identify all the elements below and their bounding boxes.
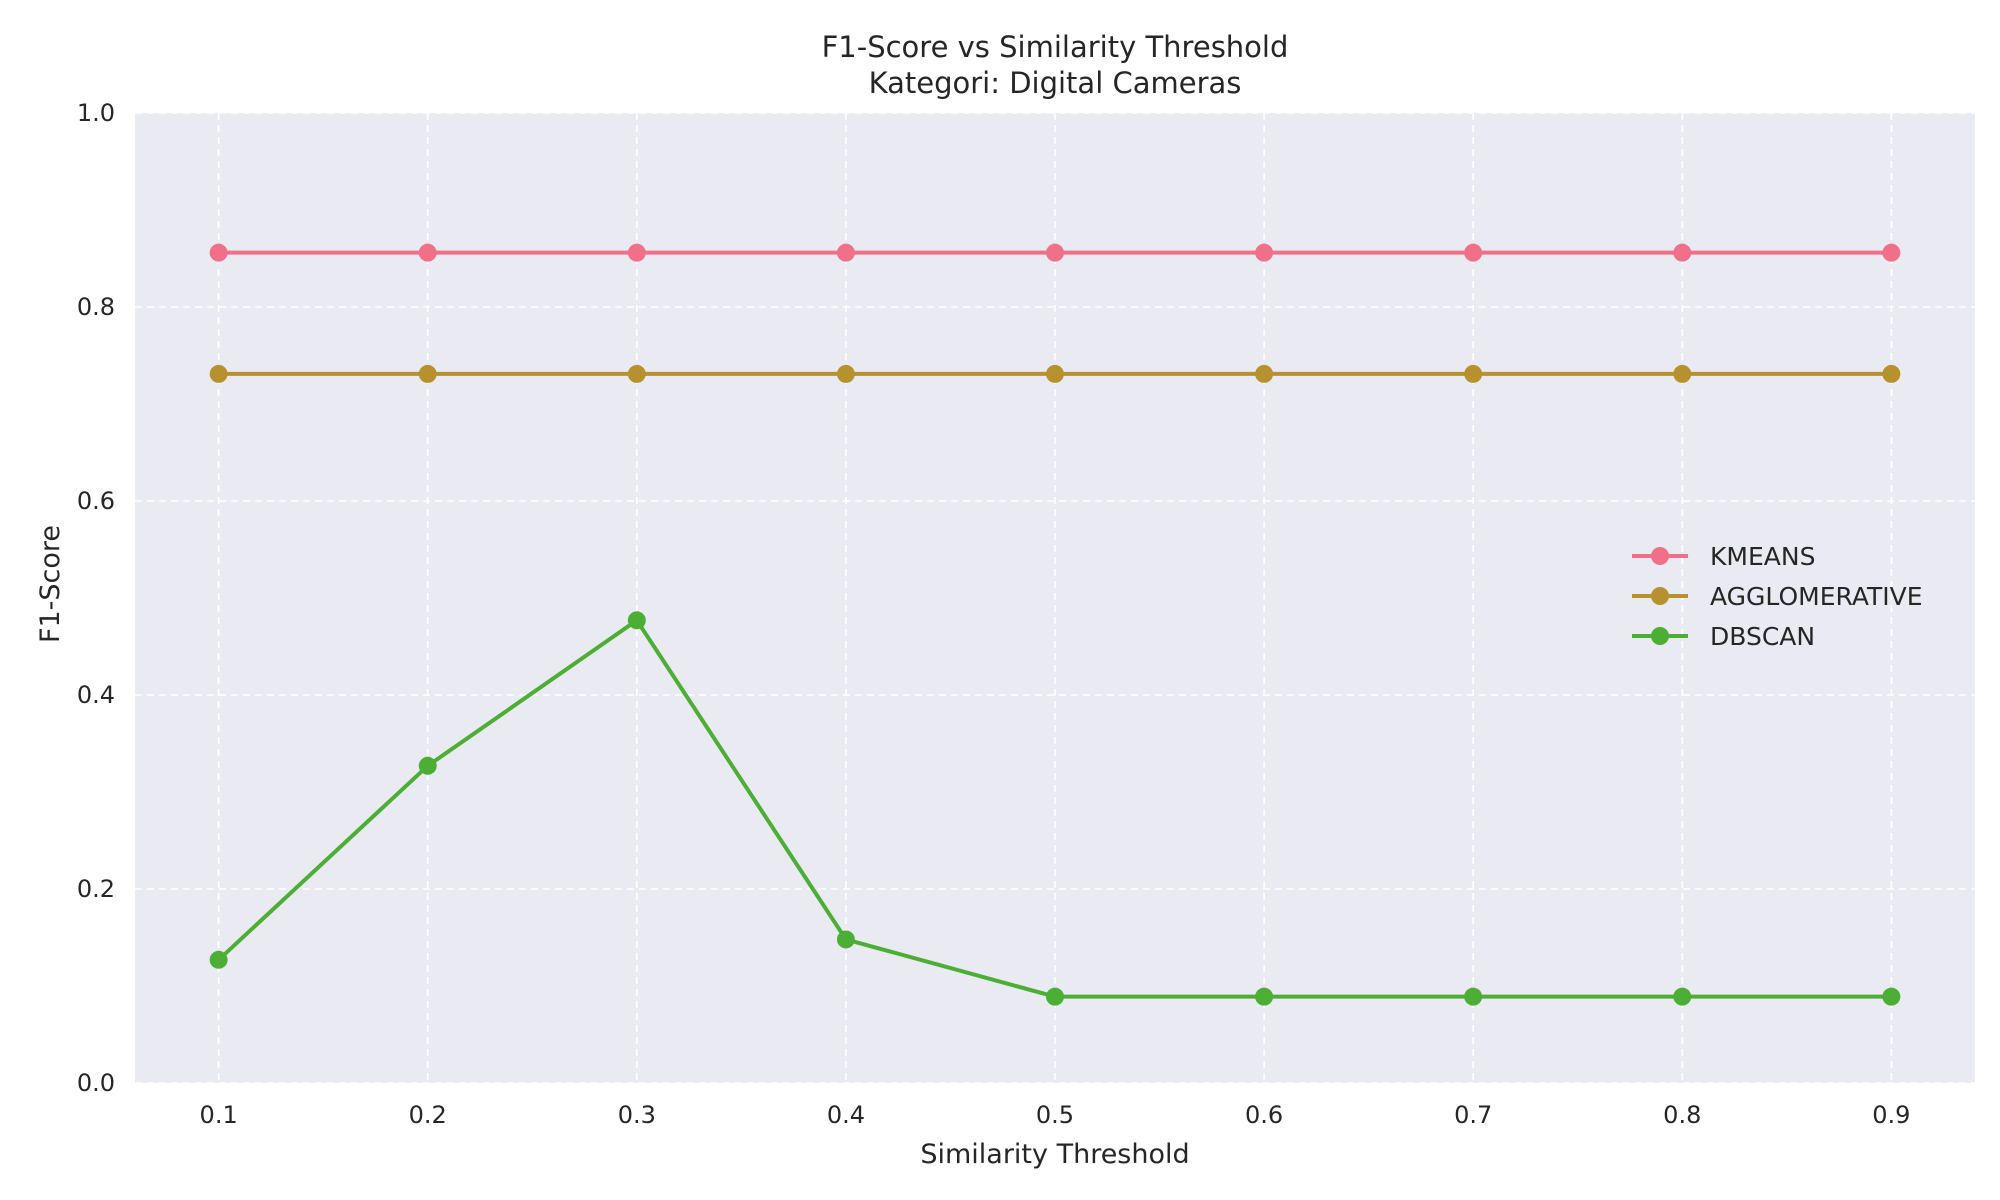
x-tick-label: 0.1 <box>200 1101 238 1129</box>
legend-marker-agglomerative <box>1651 587 1669 605</box>
y-tick-label: 0.2 <box>77 875 115 903</box>
data-point-dbscan <box>836 930 855 949</box>
data-point-dbscan <box>1255 987 1274 1006</box>
x-tick-label: 0.5 <box>1036 1101 1074 1129</box>
data-point-dbscan <box>418 756 437 775</box>
x-tick-label: 0.6 <box>1245 1101 1283 1129</box>
data-point-agglomerative <box>1464 364 1483 383</box>
y-tick-label: 0.0 <box>77 1069 115 1097</box>
x-axis-label: Similarity Threshold <box>920 1139 1189 1170</box>
data-point-dbscan <box>1882 987 1901 1006</box>
legend: KMEANS AGGLOMERATIVE DBSCAN <box>1632 542 1923 651</box>
data-point-kmeans <box>1464 243 1483 262</box>
series-layer <box>209 243 1901 1006</box>
data-point-dbscan <box>627 611 646 630</box>
chart-title: F1-Score vs Similarity Threshold <box>822 30 1289 64</box>
data-point-agglomerative <box>1673 364 1692 383</box>
data-point-kmeans <box>209 243 228 262</box>
x-tick-label: 0.8 <box>1663 1101 1701 1129</box>
data-point-agglomerative <box>1255 364 1274 383</box>
y-tick-label: 0.4 <box>77 681 115 709</box>
series-kmeans <box>209 243 1901 262</box>
data-point-agglomerative <box>627 364 646 383</box>
legend-item-dbscan: DBSCAN <box>1632 622 1815 651</box>
legend-item-kmeans: KMEANS <box>1632 542 1815 571</box>
chart-subtitle: Kategori: Digital Cameras <box>869 66 1242 100</box>
data-point-kmeans <box>836 243 855 262</box>
legend-label-agglomerative: AGGLOMERATIVE <box>1710 582 1923 611</box>
x-tick-label: 0.9 <box>1872 1101 1910 1129</box>
data-point-dbscan <box>1673 987 1692 1006</box>
data-point-dbscan <box>1464 987 1483 1006</box>
legend-label-kmeans: KMEANS <box>1710 542 1815 571</box>
series-dbscan <box>209 611 1901 1006</box>
data-point-kmeans <box>418 243 437 262</box>
data-point-agglomerative <box>1046 364 1064 383</box>
x-tick-label: 0.7 <box>1454 1101 1492 1129</box>
data-point-agglomerative <box>836 364 855 383</box>
data-point-dbscan <box>1046 987 1064 1006</box>
tick-labels: 0.1 0.2 0.3 0.4 0.5 0.6 0.7 0.8 0.9 0.0 0.2 0.4 0.6 0… <box>77 99 1911 1129</box>
data-point-agglomerative <box>209 364 228 383</box>
legend-label-dbscan: DBSCAN <box>1710 622 1815 651</box>
data-point-kmeans <box>1882 243 1901 262</box>
legend-item-agglomerative: AGGLOMERATIVE <box>1632 582 1923 611</box>
data-point-agglomerative <box>418 364 437 383</box>
y-axis-label: F1-Score <box>35 525 66 643</box>
data-point-agglomerative <box>1882 364 1901 383</box>
x-tick-label: 0.4 <box>827 1101 865 1129</box>
data-point-kmeans <box>627 243 646 262</box>
y-tick-label: 1.0 <box>77 99 115 127</box>
data-point-kmeans <box>1255 243 1274 262</box>
data-point-kmeans <box>1673 243 1692 262</box>
x-tick-label: 0.2 <box>409 1101 447 1129</box>
y-tick-label: 0.6 <box>77 487 115 515</box>
legend-marker-kmeans <box>1651 547 1669 565</box>
legend-marker-dbscan <box>1651 627 1669 645</box>
series-agglomerative <box>209 364 1901 383</box>
y-tick-label: 0.8 <box>77 293 115 321</box>
x-tick-label: 0.3 <box>618 1101 656 1129</box>
data-point-kmeans <box>1046 243 1064 262</box>
data-point-dbscan <box>209 950 228 969</box>
